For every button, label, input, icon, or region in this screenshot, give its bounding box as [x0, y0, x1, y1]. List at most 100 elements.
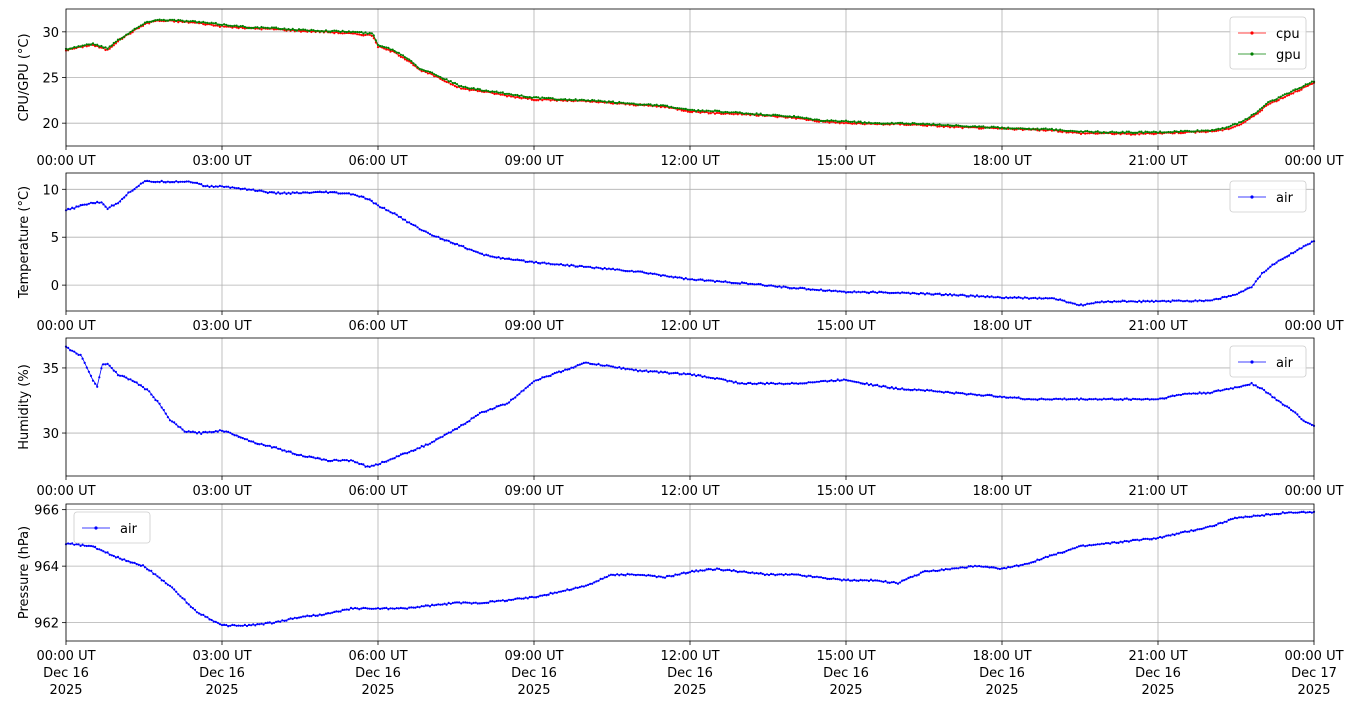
data-point	[1177, 130, 1180, 134]
data-point	[83, 544, 86, 547]
data-point	[455, 86, 459, 89]
data-point	[676, 107, 679, 110]
y-axis-label: CPU/GPU (°C)	[17, 33, 32, 121]
data-point	[722, 280, 725, 283]
data-point	[1181, 393, 1185, 396]
data-point	[763, 573, 767, 577]
data-point	[946, 123, 950, 126]
data-point	[1036, 398, 1039, 402]
data-point	[591, 582, 594, 585]
data-point	[903, 291, 906, 294]
data-point	[759, 283, 762, 286]
data-point	[578, 98, 581, 102]
data-point	[1100, 398, 1103, 401]
data-point	[166, 180, 169, 183]
data-point	[715, 111, 719, 114]
data-point	[1142, 537, 1145, 541]
data-point	[191, 19, 194, 23]
data-point	[1217, 129, 1220, 132]
data-point	[462, 87, 465, 90]
data-point	[387, 459, 390, 462]
data-point	[948, 124, 952, 127]
data-point	[520, 390, 523, 393]
data-point	[797, 115, 800, 118]
data-point	[582, 585, 586, 588]
data-point	[745, 382, 748, 386]
data-point	[1065, 398, 1068, 401]
data-point	[738, 282, 742, 285]
data-point	[599, 577, 602, 580]
data-point	[720, 111, 723, 114]
data-point	[512, 94, 515, 97]
data-point	[1277, 259, 1280, 262]
data-point	[1221, 296, 1224, 299]
data-point	[732, 282, 735, 285]
data-point	[183, 430, 186, 433]
data-point	[1204, 299, 1207, 302]
data-point	[79, 544, 82, 548]
data-point	[435, 74, 438, 77]
data-point	[1152, 398, 1155, 401]
data-point	[953, 126, 956, 129]
data-point	[87, 370, 90, 373]
data-point	[765, 573, 769, 576]
data-point	[543, 96, 546, 100]
data-point	[1240, 385, 1243, 388]
data-point	[587, 361, 590, 364]
data-point	[1277, 399, 1280, 402]
data-point	[403, 218, 407, 221]
data-point	[682, 372, 685, 375]
y-tick-label: 25	[42, 72, 59, 87]
data-point	[516, 597, 519, 600]
y-tick-label: 962	[34, 617, 59, 632]
data-point	[1136, 131, 1139, 134]
data-point	[67, 48, 70, 51]
data-point	[611, 100, 615, 103]
data-point	[1206, 391, 1209, 394]
data-point	[1167, 534, 1170, 537]
data-point	[464, 601, 467, 604]
data-point	[1144, 300, 1147, 303]
data-point	[1308, 422, 1311, 425]
data-point	[89, 201, 93, 204]
x-tick-label: 09:00 UT	[504, 319, 563, 334]
data-point	[568, 265, 571, 268]
data-point	[1246, 117, 1249, 121]
data-point	[840, 579, 843, 582]
data-point	[329, 30, 332, 33]
x-tick-label: 15:00 UT	[816, 319, 875, 334]
data-point	[1057, 397, 1060, 401]
data-point	[998, 395, 1002, 398]
data-point	[1109, 300, 1112, 303]
data-point	[822, 289, 825, 292]
data-point	[568, 589, 571, 592]
data-point	[218, 623, 221, 626]
data-point	[435, 438, 438, 441]
data-point	[173, 181, 176, 184]
data-point	[532, 261, 536, 264]
panel-2: 00:00 UT 03:00 UT 06:00 UT 09:00 UT 12:00 UT…	[17, 172, 1344, 334]
data-point	[693, 373, 696, 376]
data-point	[341, 192, 344, 195]
data-point	[260, 442, 263, 445]
data-point	[541, 594, 544, 597]
data-point	[1023, 127, 1026, 130]
data-point	[1177, 532, 1180, 535]
data-point	[851, 120, 854, 123]
data-point	[505, 599, 509, 603]
data-point	[576, 265, 579, 268]
data-point	[121, 197, 124, 201]
data-point	[720, 377, 723, 380]
data-point	[204, 21, 207, 24]
data-point	[807, 288, 810, 291]
data-point	[112, 204, 115, 207]
data-point	[200, 613, 203, 616]
data-point	[684, 373, 687, 376]
data-point	[1030, 561, 1033, 564]
data-point	[474, 250, 477, 253]
data-point	[229, 624, 232, 627]
data-point	[1283, 93, 1286, 96]
series-air	[64, 179, 1316, 307]
data-point	[214, 24, 217, 27]
data-point	[339, 610, 342, 613]
